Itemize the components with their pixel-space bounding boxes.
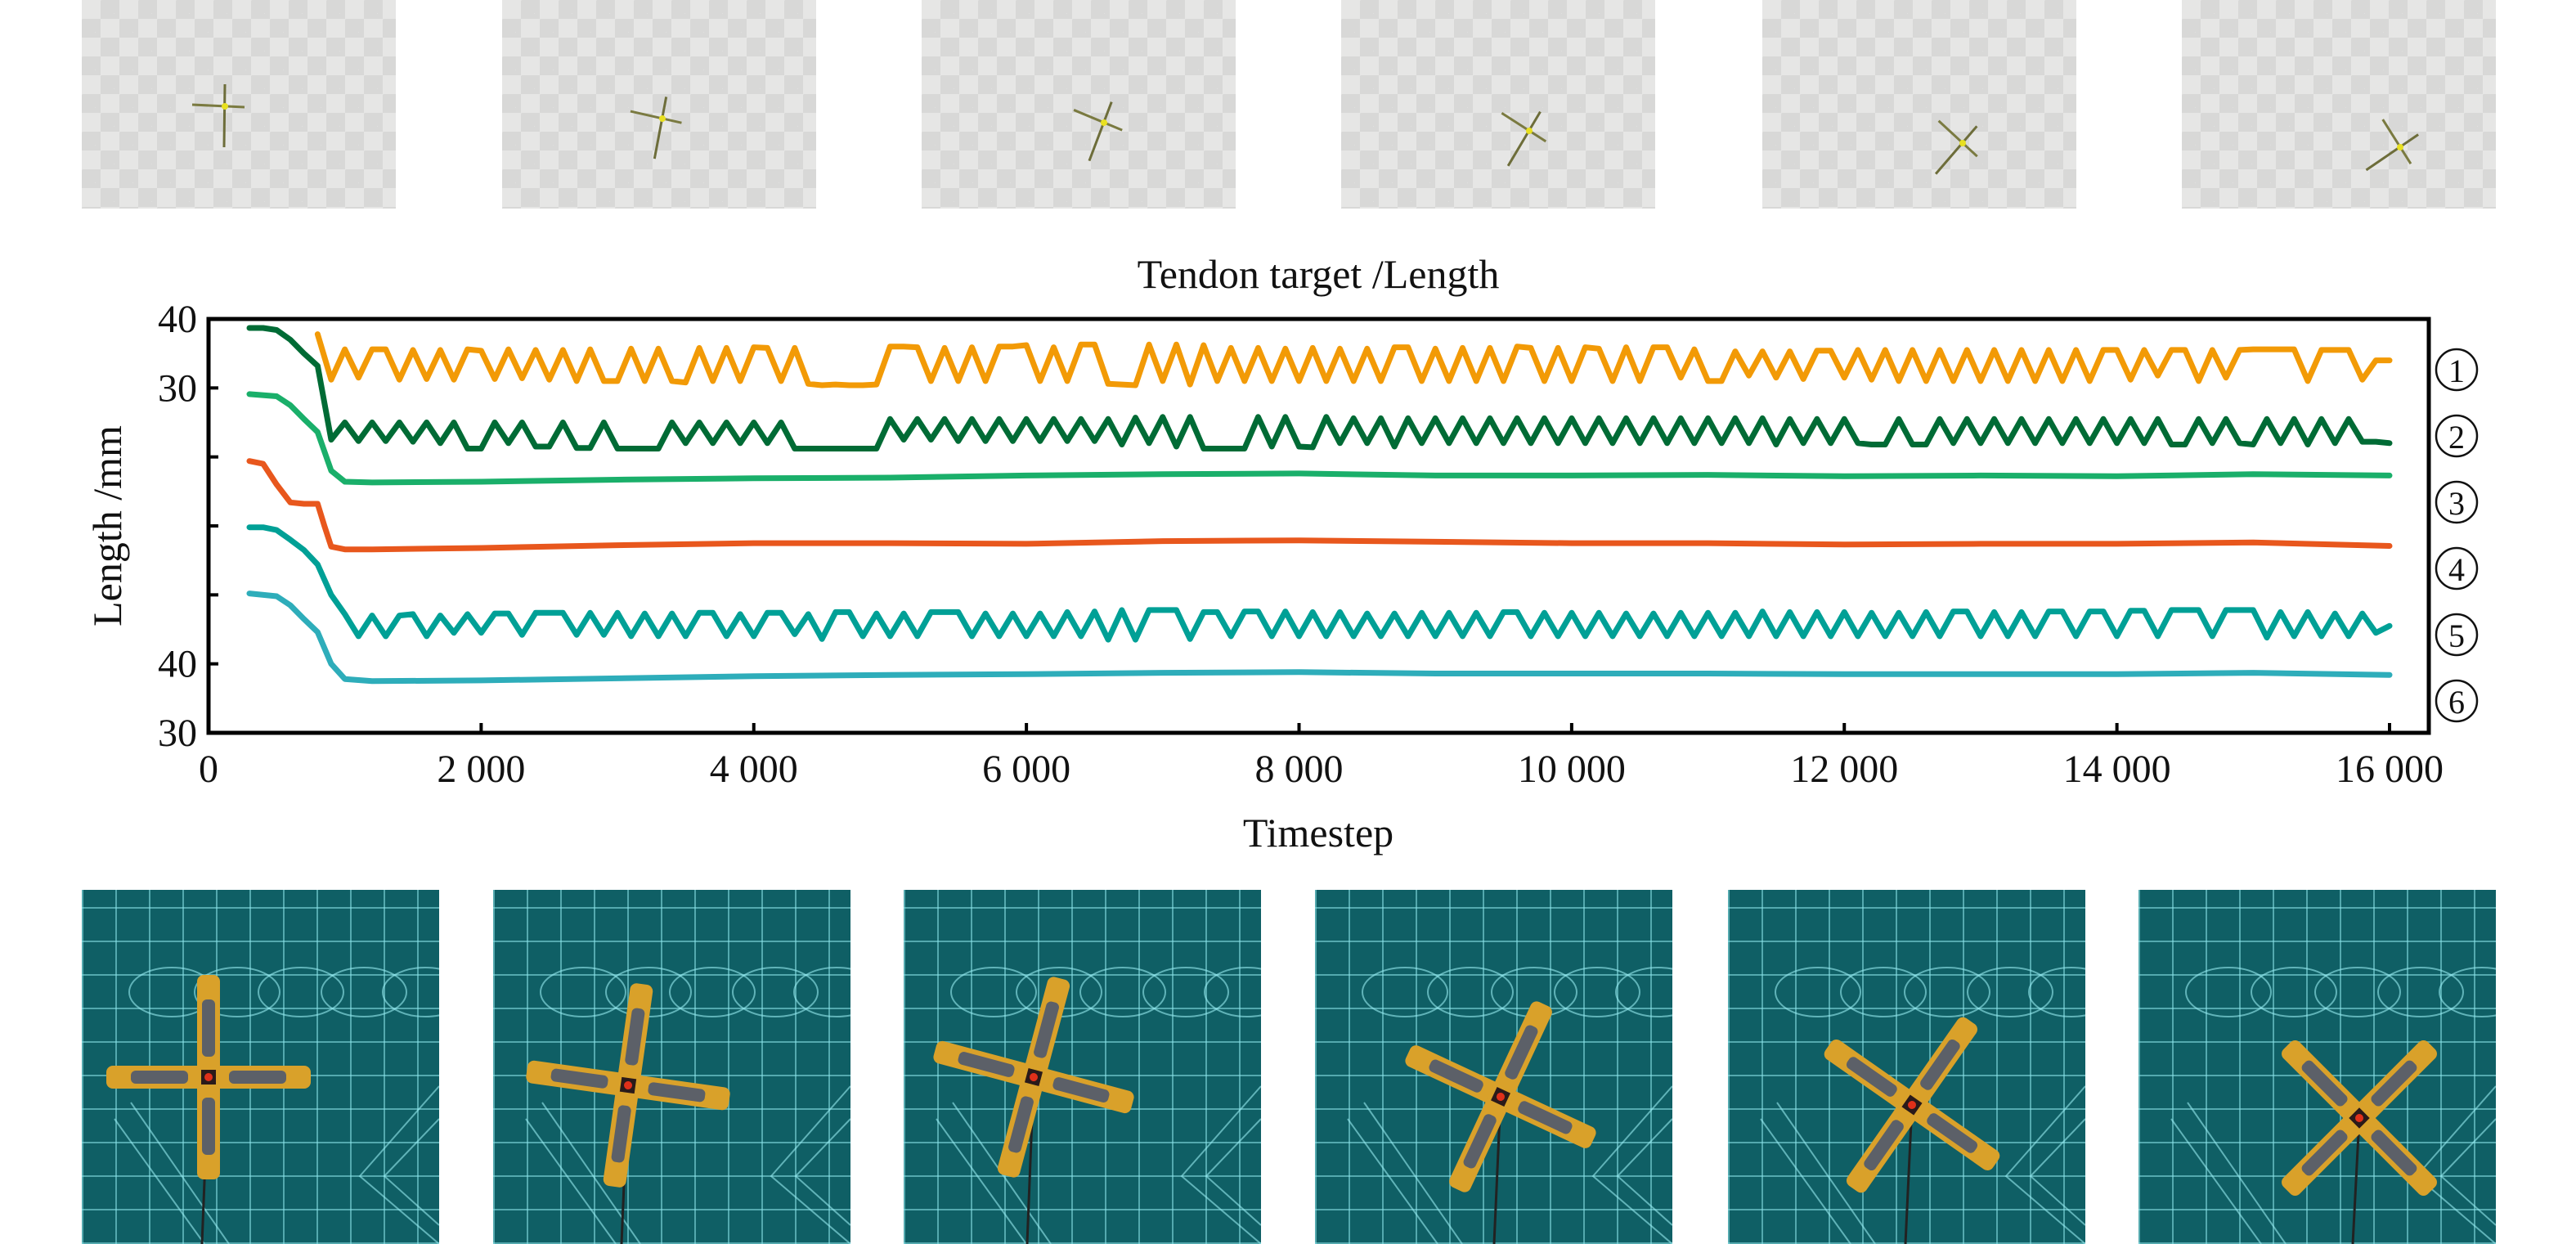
robot-cross-icon [1501,110,1547,167]
y-axis-title: Length /mm [84,425,130,626]
x-tick-label: 6 000 [982,748,1070,791]
chart-title: Tendon target /Length [1138,251,1500,297]
tendon-length-chart: Tendon target /Length Timestep Length /m… [84,251,2479,856]
legend-label-6: 6 [2448,684,2465,721]
plot-frame [206,317,2431,735]
ticks-layer: 0 2 000 4 000 6 000 8 000 10 000 12 000 14 000 1… [158,298,2444,791]
x-tick-label: 12 000 [1790,748,1898,791]
series-line-1 [314,331,2393,388]
y-tick-label: 40 [158,298,197,341]
robot-cross-icon [1934,119,1978,175]
series-line-5 [246,524,2393,643]
series-line-4 [246,458,2393,553]
x-tick-label: 16 000 [2336,748,2444,791]
robot-photo-4 [1315,890,1672,1244]
legend-circle-5 [2435,613,2479,657]
x-tick-label: 10 000 [1518,748,1626,791]
robot-cross-icon [630,97,682,159]
x-tick-label: 4 000 [710,748,798,791]
legend-label-1: 1 [2448,353,2465,389]
robot-photo-2 [493,890,850,1244]
sim-frame-5 [1762,0,2076,209]
robot-photo-6 [2138,890,2496,1244]
robot-cross-icon [2170,967,2496,1244]
x-axis-title: Timestep [1243,810,1393,856]
robot-cross-icon [1347,967,1672,1244]
series-line-6 [246,591,2393,685]
legend-layer: 1 2 3 4 5 6 [2435,348,2479,723]
robot-cross-icon [106,967,439,1244]
x-tick-label: 0 [199,748,218,791]
x-tick-label: 2 000 [437,748,525,791]
x-tick-label: 8 000 [1255,748,1344,791]
sim-frame-2 [502,0,816,209]
robot-photo-5 [1728,890,2085,1244]
legend-circle-4 [2435,546,2479,591]
robot-cross-icon [1073,101,1123,162]
series-line-2 [246,325,2393,451]
legend-circle-3 [2435,480,2479,524]
robot-photo-3 [904,890,1261,1244]
legend-label-5: 5 [2448,618,2465,654]
sim-frame-4 [1341,0,1655,209]
y-tick-label: 40 [158,643,197,686]
robot-cross-icon [525,967,850,1244]
x-tick-label: 14 000 [2063,748,2171,791]
series-line-3 [246,391,2393,486]
robot-photo-1 [82,890,439,1244]
y-tick-label: 30 [158,712,197,755]
legend-label-4: 4 [2448,551,2465,588]
legend-label-3: 3 [2448,485,2465,522]
y-tick-label: 30 [158,366,197,410]
robot-cross-icon [933,967,1261,1244]
robot-cross-icon [1760,967,2085,1244]
robot-cross-icon [191,83,245,148]
sim-frame-1 [82,0,396,209]
legend-label-2: 2 [2448,419,2465,456]
sim-frame-3 [922,0,1236,209]
robot-cross-icon [2365,119,2419,172]
legend-circle-1 [2435,348,2479,392]
series-layer [246,325,2393,685]
sim-frame-6 [2182,0,2496,209]
legend-circle-6 [2435,679,2479,723]
legend-circle-2 [2435,414,2479,458]
